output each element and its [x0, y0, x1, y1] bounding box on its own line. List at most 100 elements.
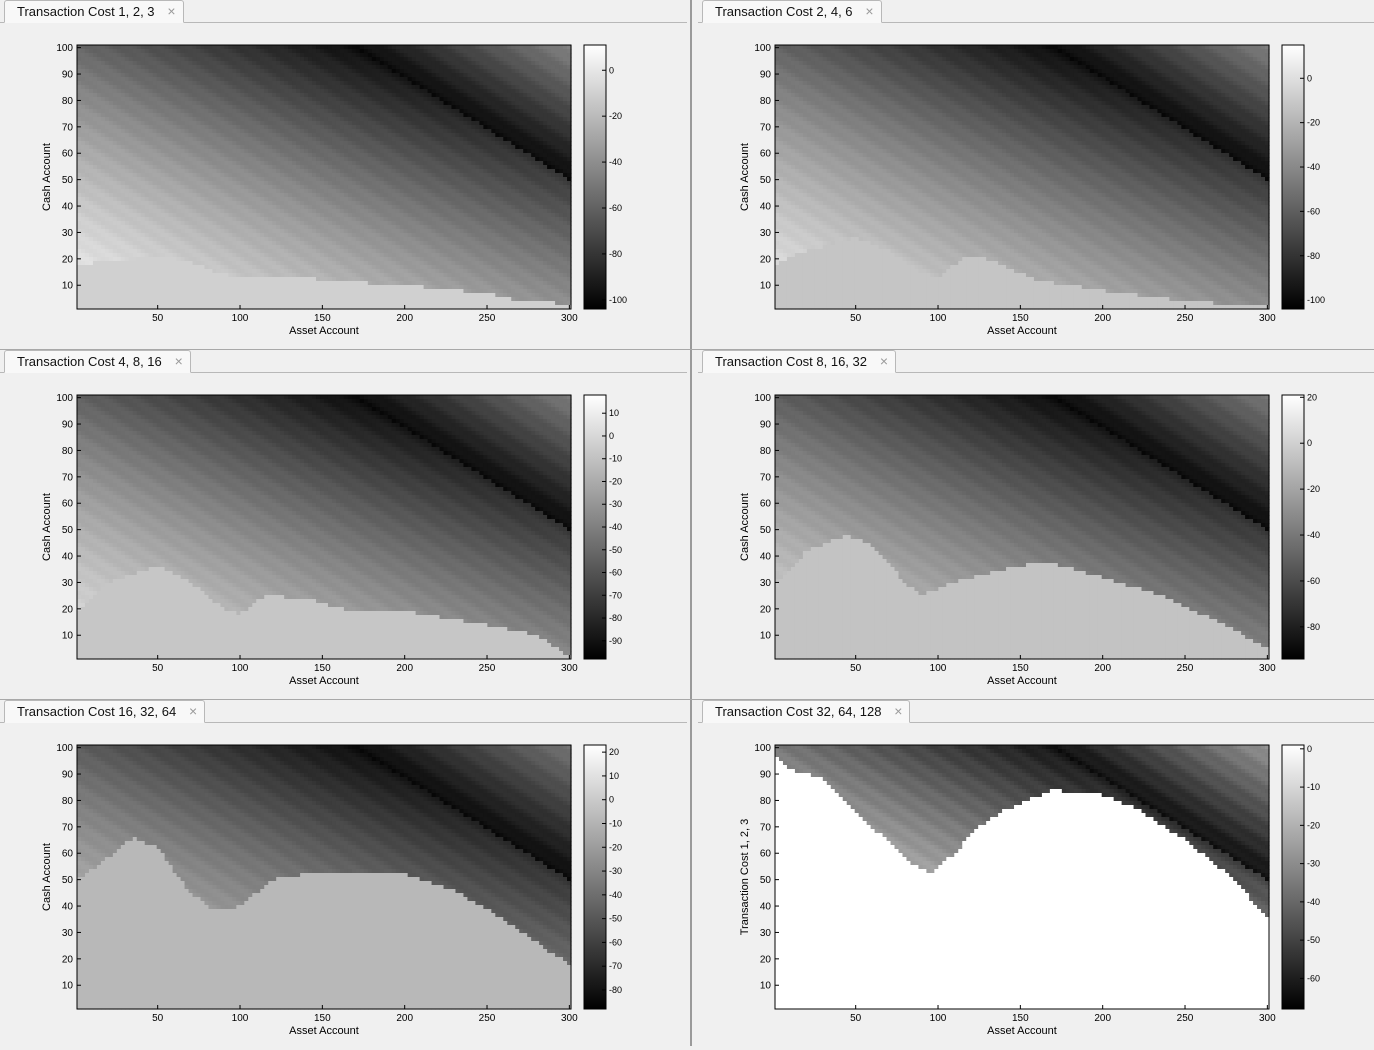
heatmap-cell	[376, 153, 381, 158]
heatmap-cell	[197, 117, 202, 122]
heatmap-cell	[368, 57, 373, 62]
heatmap-cell	[340, 125, 345, 130]
heatmap-cell	[348, 101, 353, 106]
heatmap-cell	[523, 81, 528, 86]
heatmap-cell	[228, 117, 233, 122]
heatmap-cell	[344, 113, 349, 118]
heatmap-cell	[463, 177, 468, 182]
heatmap-cell	[272, 121, 277, 126]
heatmap-cell	[547, 169, 552, 174]
heatmap-cell	[125, 101, 130, 106]
heatmap-cell	[133, 117, 138, 122]
heatmap-cell	[451, 185, 456, 190]
heatmap-cell	[89, 173, 94, 178]
heatmap-cell	[543, 105, 548, 110]
heatmap-cell	[77, 197, 82, 202]
heatmap-cell	[515, 113, 520, 118]
heatmap-cell	[216, 177, 221, 182]
heatmap-cell	[459, 85, 464, 90]
heatmap-cell	[352, 173, 357, 178]
heatmap-cell	[276, 149, 281, 154]
heatmap-cell	[208, 101, 213, 106]
heatmap-cell	[412, 121, 417, 126]
heatmap-cell	[320, 65, 325, 70]
heatmap-cell	[499, 69, 504, 74]
heatmap-cell	[133, 89, 138, 94]
heatmap-cell	[459, 57, 464, 62]
heatmap-cell	[523, 85, 528, 90]
heatmap-cell	[412, 161, 417, 166]
heatmap-cell	[483, 121, 488, 126]
heatmap-cell	[133, 113, 138, 118]
heatmap-cell	[169, 125, 174, 130]
heatmap-cell	[428, 149, 433, 154]
heatmap-cell	[328, 133, 333, 138]
heatmap-cell	[296, 157, 301, 162]
heatmap-cell	[117, 93, 122, 98]
heatmap-cell	[511, 45, 516, 50]
heatmap-cell	[97, 137, 102, 142]
heatmap-cell	[559, 197, 564, 202]
heatmap-cell	[543, 49, 548, 54]
heatmap-cell	[197, 141, 202, 146]
heatmap-cell	[284, 89, 289, 94]
heatmap-cell	[320, 201, 325, 206]
heatmap-cell	[535, 65, 540, 70]
heatmap-cell	[212, 65, 217, 70]
heatmap-cell	[212, 97, 217, 102]
heatmap-cell	[236, 133, 241, 138]
heatmap-cell	[228, 49, 233, 54]
heatmap-cell	[551, 61, 556, 66]
heatmap-cell	[224, 61, 229, 66]
heatmap-cell	[101, 101, 106, 106]
heatmap-cell	[475, 77, 480, 82]
heatmap-cell	[216, 73, 221, 78]
heatmap-cell	[272, 49, 277, 54]
close-icon[interactable]: ×	[167, 1, 175, 22]
heatmap-cell	[117, 189, 122, 194]
figure-tab[interactable]: Transaction Cost 1, 2, 3×	[4, 0, 184, 23]
heatmap-cell	[216, 61, 221, 66]
heatmap-cell	[543, 53, 548, 58]
heatmap-cell	[491, 177, 496, 182]
heatmap-cell	[392, 201, 397, 206]
heatmap-cell	[531, 157, 536, 162]
heatmap-cell	[400, 177, 405, 182]
heatmap-cell	[173, 49, 178, 54]
heatmap-cell	[348, 189, 353, 194]
heatmap-cell	[89, 165, 94, 170]
heatmap-cell	[201, 201, 206, 206]
heatmap-cell	[420, 129, 425, 134]
heatmap-cell	[432, 121, 437, 126]
heatmap-cell	[356, 101, 361, 106]
heatmap-cell	[252, 73, 257, 78]
heatmap-cell	[459, 181, 464, 186]
heatmap-cell	[475, 165, 480, 170]
heatmap-cell	[495, 165, 500, 170]
heatmap-cell	[220, 169, 225, 174]
heatmap-cell	[316, 101, 321, 106]
heatmap-cell	[288, 105, 293, 110]
heatmap-cell	[109, 193, 114, 198]
heatmap-cell	[535, 137, 540, 142]
heatmap-cell	[240, 165, 245, 170]
heatmap-cell	[288, 137, 293, 142]
heatmap-cell	[224, 49, 229, 54]
heatmap-cell	[77, 189, 82, 194]
heatmap-cell	[364, 57, 369, 62]
heatmap-cell	[260, 53, 265, 58]
heatmap-cell	[535, 121, 540, 126]
heatmap-cell	[364, 181, 369, 186]
heatmap-cell	[559, 101, 564, 106]
heatmap-cell	[479, 169, 484, 174]
heatmap-cell	[201, 141, 206, 146]
heatmap-cell	[232, 109, 237, 114]
heatmap-cell	[432, 145, 437, 150]
heatmap-cell	[515, 141, 520, 146]
heatmap-cell	[384, 177, 389, 182]
heatmap-cell	[344, 153, 349, 158]
heatmap-cell	[455, 185, 460, 190]
heatmap-cell	[185, 149, 190, 154]
heatmap-cell	[177, 73, 182, 78]
heatmap-cell	[93, 61, 98, 66]
